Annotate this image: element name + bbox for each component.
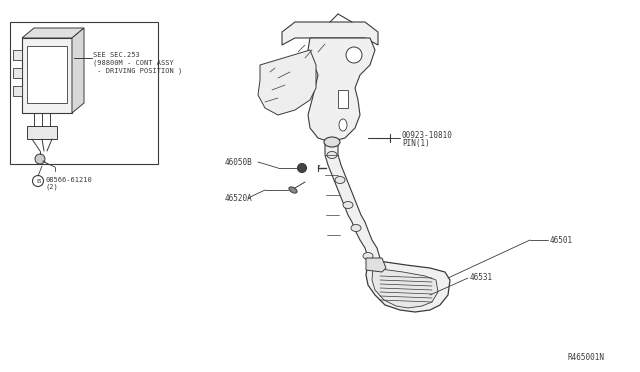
Text: 46050B: 46050B	[225, 157, 253, 167]
Polygon shape	[22, 38, 72, 113]
Polygon shape	[27, 46, 67, 103]
Polygon shape	[13, 50, 22, 60]
Ellipse shape	[343, 202, 353, 208]
Text: 46531: 46531	[470, 273, 493, 282]
Text: 08566-61210: 08566-61210	[45, 177, 92, 183]
Circle shape	[298, 164, 307, 173]
Ellipse shape	[289, 187, 297, 193]
Polygon shape	[22, 28, 84, 38]
Polygon shape	[338, 90, 348, 108]
Ellipse shape	[324, 137, 340, 147]
Polygon shape	[282, 22, 378, 45]
Polygon shape	[308, 38, 375, 142]
Circle shape	[346, 47, 362, 63]
Text: (2): (2)	[45, 184, 58, 190]
Polygon shape	[13, 86, 22, 96]
Text: (98800M - CONT ASSY: (98800M - CONT ASSY	[93, 60, 173, 66]
Circle shape	[35, 154, 45, 164]
Text: 00923-10810: 00923-10810	[402, 131, 453, 140]
Bar	[10, 22, 158, 164]
Polygon shape	[372, 268, 438, 308]
Ellipse shape	[351, 224, 361, 231]
Text: 46501: 46501	[550, 235, 573, 244]
Text: 46520A: 46520A	[225, 193, 253, 202]
Polygon shape	[258, 50, 316, 115]
Polygon shape	[27, 126, 57, 139]
Text: B: B	[36, 179, 40, 183]
Polygon shape	[72, 28, 84, 113]
Ellipse shape	[363, 253, 373, 260]
Ellipse shape	[339, 119, 347, 131]
Text: PIN(1): PIN(1)	[402, 138, 429, 148]
Ellipse shape	[335, 176, 345, 183]
Text: SEE SEC.253: SEE SEC.253	[93, 52, 140, 58]
Circle shape	[33, 176, 44, 186]
Ellipse shape	[327, 151, 337, 158]
Polygon shape	[366, 260, 450, 312]
Text: - DRIVING POSITION ): - DRIVING POSITION )	[93, 68, 182, 74]
Polygon shape	[325, 142, 382, 265]
Text: R465001N: R465001N	[568, 353, 605, 362]
Polygon shape	[366, 258, 386, 272]
Polygon shape	[13, 68, 22, 78]
